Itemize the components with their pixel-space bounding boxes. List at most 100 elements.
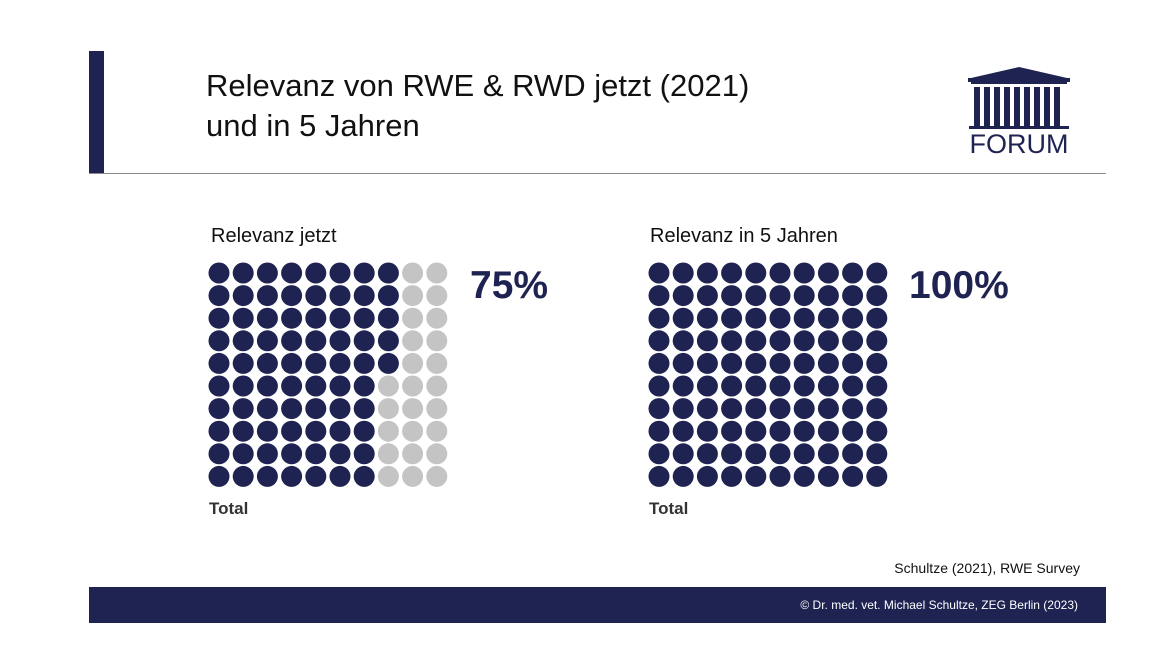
waffle-dot-filled xyxy=(648,352,670,374)
waffle-dot-filled xyxy=(281,398,303,420)
waffle-dot-empty xyxy=(377,420,399,442)
waffle-dot-filled xyxy=(721,262,743,284)
waffle-dot-filled xyxy=(281,352,303,374)
waffle-dot-empty xyxy=(426,352,448,374)
waffle-dot-filled xyxy=(866,420,888,442)
chart-2-xlabel: Total xyxy=(649,499,689,518)
waffle-dot-filled xyxy=(793,465,815,487)
title-divider xyxy=(89,173,1106,174)
waffle-dot-filled xyxy=(769,262,791,284)
waffle-dot-filled xyxy=(793,262,815,284)
waffle-dot-filled xyxy=(866,262,888,284)
waffle-dot-filled xyxy=(305,307,327,329)
waffle-dot-filled xyxy=(769,352,791,374)
waffle-dot-filled xyxy=(305,262,327,284)
waffle-dot-filled xyxy=(793,420,815,442)
waffle-dot-filled xyxy=(696,375,718,397)
waffle-dot-empty xyxy=(402,262,424,284)
waffle-dot-filled xyxy=(793,330,815,352)
waffle-dot-filled xyxy=(256,398,278,420)
waffle-dot-filled xyxy=(281,307,303,329)
waffle-dot-filled xyxy=(866,285,888,307)
chart-1-xlabel: Total xyxy=(209,499,249,518)
waffle-dot-filled xyxy=(353,398,375,420)
waffle-dot-filled xyxy=(842,330,864,352)
waffle-dot-filled xyxy=(353,465,375,487)
waffle-dot-filled xyxy=(329,330,351,352)
waffle-dot-filled xyxy=(329,465,351,487)
waffle-dot-filled xyxy=(208,330,230,352)
waffle-dot-filled xyxy=(817,307,839,329)
waffle-dot-empty xyxy=(426,330,448,352)
waffle-dot-filled xyxy=(353,375,375,397)
waffle-dot-filled xyxy=(817,262,839,284)
waffle-dot-empty xyxy=(402,352,424,374)
waffle-dot-filled xyxy=(696,307,718,329)
waffle-dot-filled xyxy=(793,352,815,374)
waffle-dot-filled xyxy=(721,285,743,307)
waffle-dot-filled xyxy=(793,375,815,397)
waffle-dot-filled xyxy=(353,285,375,307)
waffle-dot-filled xyxy=(281,465,303,487)
waffle-dot-filled xyxy=(672,330,694,352)
waffle-dot-filled xyxy=(721,420,743,442)
waffle-dot-filled xyxy=(353,307,375,329)
waffle-dot-filled xyxy=(232,262,254,284)
waffle-dot-filled xyxy=(208,262,230,284)
waffle-dot-filled xyxy=(208,307,230,329)
waffle-dot-filled xyxy=(866,465,888,487)
waffle-dot-filled xyxy=(305,398,327,420)
waffle-dot-filled xyxy=(842,352,864,374)
waffle-dot-filled xyxy=(866,307,888,329)
waffle-dot-filled xyxy=(329,285,351,307)
waffle-dot-filled xyxy=(769,307,791,329)
waffle-dot-empty xyxy=(426,398,448,420)
waffle-dot-filled xyxy=(232,330,254,352)
waffle-dot-filled xyxy=(232,398,254,420)
waffle-dot-empty xyxy=(402,285,424,307)
waffle-dot-filled xyxy=(377,262,399,284)
waffle-dot-filled xyxy=(672,285,694,307)
waffle-dot-filled xyxy=(842,262,864,284)
waffle-dot-filled xyxy=(721,307,743,329)
waffle-dot-filled xyxy=(353,352,375,374)
waffle-dot-empty xyxy=(377,465,399,487)
copyright-text: © Dr. med. vet. Michael Schultze, ZEG Be… xyxy=(800,598,1078,612)
waffle-dot-filled xyxy=(672,375,694,397)
waffle-dot-filled xyxy=(769,420,791,442)
waffle-dot-filled xyxy=(208,420,230,442)
waffle-dot-empty xyxy=(402,375,424,397)
waffle-dot-filled xyxy=(696,262,718,284)
waffle-dot-filled xyxy=(329,262,351,284)
chart-1-title: Relevanz jetzt xyxy=(211,225,337,247)
waffle-dot-filled xyxy=(648,285,670,307)
waffle-dot-filled xyxy=(696,398,718,420)
waffle-dot-filled xyxy=(745,262,767,284)
waffle-dot-filled xyxy=(208,375,230,397)
waffle-dot-filled xyxy=(817,420,839,442)
waffle-dot-filled xyxy=(353,262,375,284)
waffle-dot-filled xyxy=(866,398,888,420)
waffle-dot-empty xyxy=(426,307,448,329)
waffle-dot-filled xyxy=(648,420,670,442)
waffle-dot-filled xyxy=(329,398,351,420)
waffle-dot-filled xyxy=(696,330,718,352)
waffle-dot-empty xyxy=(426,285,448,307)
title-accent-bar xyxy=(89,51,104,173)
waffle-dot-empty xyxy=(426,262,448,284)
waffle-dot-filled xyxy=(329,443,351,465)
waffle-dot-filled xyxy=(648,375,670,397)
waffle-dot-filled xyxy=(769,285,791,307)
waffle-dot-filled xyxy=(721,465,743,487)
chart-2-waffle xyxy=(648,262,888,487)
waffle-dot-filled xyxy=(648,443,670,465)
waffle-dot-filled xyxy=(232,285,254,307)
waffle-dot-empty xyxy=(402,398,424,420)
waffle-dot-filled xyxy=(232,465,254,487)
chart-2-value-label: 100% xyxy=(909,264,1009,307)
slide-title-line-1: Relevanz von RWE & RWD jetzt (2021) xyxy=(206,68,750,103)
waffle-dot-filled xyxy=(353,420,375,442)
waffle-dot-filled xyxy=(842,375,864,397)
waffle-dot-filled xyxy=(377,285,399,307)
waffle-dot-filled xyxy=(793,398,815,420)
